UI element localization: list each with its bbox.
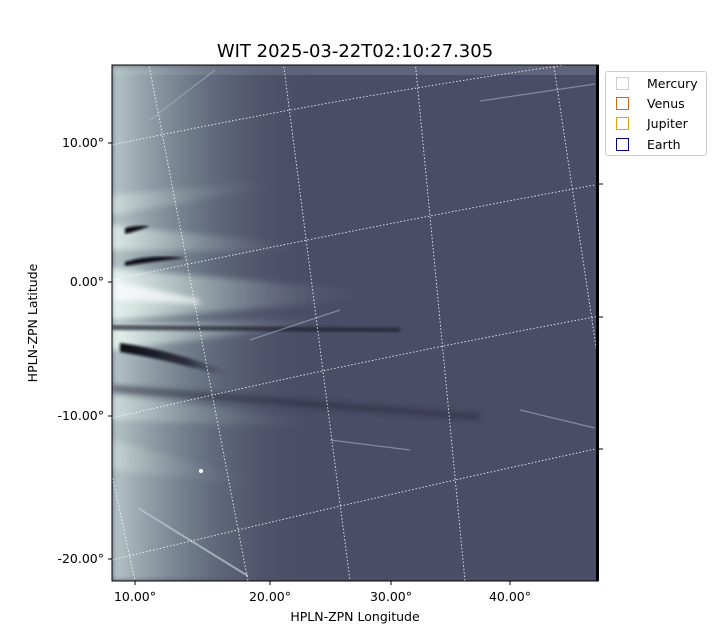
chart-title: WIT 2025-03-22T02:10:27.305 xyxy=(217,41,493,62)
legend-swatch-mercury xyxy=(616,76,629,90)
legend-swatch-earth xyxy=(616,137,629,151)
bright-star xyxy=(199,469,203,473)
legend-swatch-venus xyxy=(616,96,629,110)
coronagraph-image xyxy=(112,65,598,581)
x-tick-label: 20.00° xyxy=(249,589,291,604)
legend-label: Venus xyxy=(647,95,685,111)
legend-item-mercury: Mercury xyxy=(616,75,698,91)
legend-item-jupiter: Jupiter xyxy=(616,115,688,131)
y-tick-label: -10.00° xyxy=(57,408,104,423)
legend: Mercury Venus Jupiter Earth xyxy=(605,71,707,156)
legend-swatch-jupiter xyxy=(616,116,629,130)
streamer-rays xyxy=(112,180,360,486)
bright-streak xyxy=(137,507,249,577)
x-tick-label: 10.00° xyxy=(114,589,156,604)
x-tick-label: 40.00° xyxy=(489,589,531,604)
legend-item-earth: Earth xyxy=(616,136,681,152)
y-axis-label: HPLN-ZPN Latitude xyxy=(25,263,40,382)
x-tick-label: 30.00° xyxy=(370,589,412,604)
legend-label: Earth xyxy=(647,136,681,152)
coordinate-grid xyxy=(112,65,598,581)
legend-label: Jupiter xyxy=(647,115,688,131)
right-edge xyxy=(596,65,599,581)
y-tick-label: 10.00° xyxy=(62,135,104,150)
y-tick-label: -20.00° xyxy=(57,551,104,566)
star-streaks xyxy=(149,69,596,451)
legend-item-venus: Venus xyxy=(616,95,685,111)
legend-label: Mercury xyxy=(647,75,698,91)
x-axis-label: HPLN-ZPN Longitude xyxy=(290,609,420,624)
dark-bands xyxy=(112,225,480,420)
tick-marks xyxy=(108,142,603,585)
y-tick-label: 0.00° xyxy=(70,274,104,289)
